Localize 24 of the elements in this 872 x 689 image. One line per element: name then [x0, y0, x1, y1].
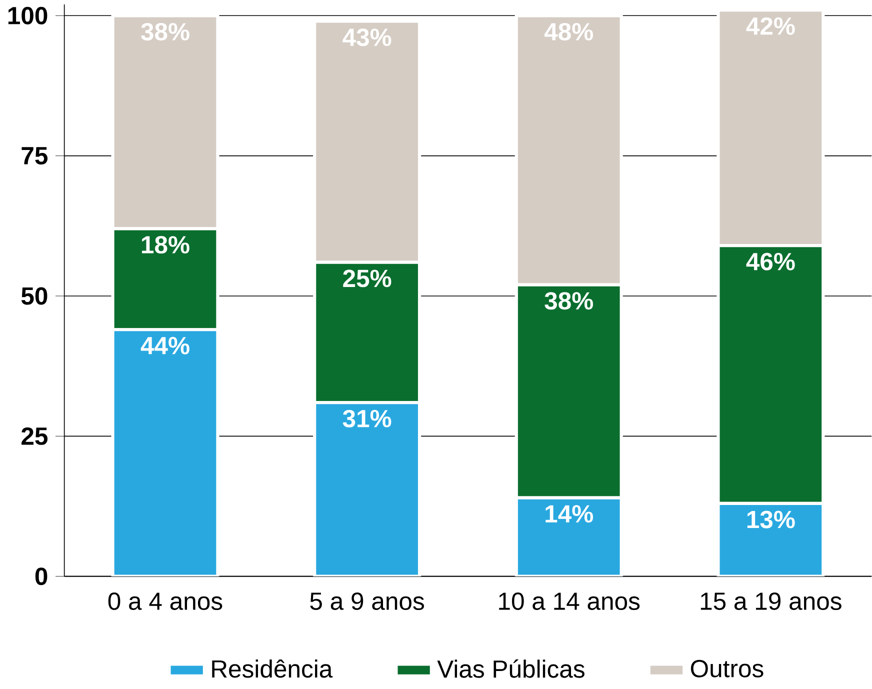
data-label: 44%	[140, 336, 190, 354]
data-label: 38%	[141, 22, 190, 41]
y-tick-label: 50	[21, 287, 48, 305]
y-tick-label: 25	[22, 427, 48, 445]
data-label: 42%	[746, 17, 795, 35]
legend-label: Vias Públicas	[437, 659, 584, 678]
x-tick-label: 0 a 4 anos	[108, 592, 222, 610]
data-label: 46%	[746, 252, 795, 270]
data-label: 18%	[142, 236, 190, 254]
data-label: 38%	[544, 292, 593, 310]
y-tick-label: 100	[8, 6, 48, 24]
y-tick-label: 75	[22, 147, 48, 164]
data-label: 43%	[342, 28, 392, 46]
x-tick-label: 15 a 19 anos	[700, 592, 842, 610]
data-label: 25%	[343, 270, 392, 288]
data-label: 48%	[544, 22, 593, 40]
data-label: 14%	[546, 505, 593, 523]
x-tick-label: 10 a 14 anos	[499, 592, 640, 610]
data-label: 13%	[747, 510, 795, 528]
legend-label: Outros	[690, 660, 764, 678]
x-tick-label: 5 a 9 anos	[310, 592, 424, 610]
legend-label: Residência	[212, 659, 333, 678]
data-label: 31%	[342, 410, 392, 428]
y-tick-label: 0	[35, 568, 48, 586]
